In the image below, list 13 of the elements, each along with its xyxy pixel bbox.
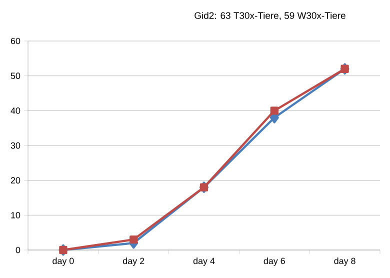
x-tick-label: day 8 (334, 258, 356, 266)
x-tick-label: day 4 (193, 258, 215, 266)
y-tick-label: 20 (10, 177, 20, 184)
x-tick-label: day 2 (123, 258, 144, 266)
y-tick-label: 30 (10, 142, 20, 149)
y-tick-label: 40 (10, 107, 20, 114)
y-tick-label: 50 (10, 72, 20, 80)
y-tick-label: 0 (16, 246, 20, 254)
y-tick-label: 10 (11, 212, 20, 218)
x-tick-label: day 0 (52, 258, 74, 266)
chart-title: Gid2: 63 T30x-Tiere, 59 W30x-Tiere (194, 12, 346, 20)
y-tick-label: 60 (10, 38, 20, 44)
x-tick-label: day 6 (264, 258, 285, 266)
